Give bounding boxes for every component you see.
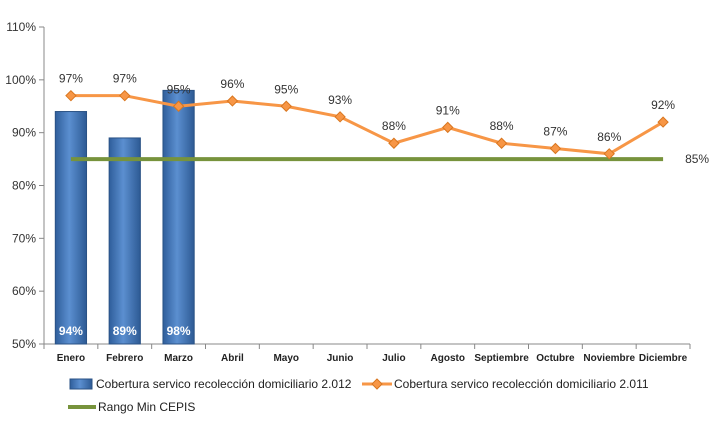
bar bbox=[54, 111, 88, 345]
legend-label-2012: Cobertura servico recolección domiciliar… bbox=[96, 377, 352, 391]
bar-data-label: 94% bbox=[59, 324, 83, 338]
line-data-label: 96% bbox=[220, 77, 244, 91]
line-point bbox=[226, 95, 239, 107]
line-point bbox=[65, 89, 77, 102]
line-point bbox=[388, 137, 400, 149]
line-point bbox=[280, 100, 292, 112]
line-point bbox=[172, 100, 185, 112]
line-data-label: 91% bbox=[436, 103, 460, 117]
line-data-label: 97% bbox=[59, 72, 83, 86]
legend-marker-2011 bbox=[371, 378, 383, 390]
bar bbox=[108, 137, 141, 345]
x-tick-label: Diciembre bbox=[639, 353, 688, 364]
line-data-label: 87% bbox=[543, 125, 567, 139]
axes: 50% 60% 70% 80% 90% 100% 110% Enero Febrero Marzo… bbox=[5, 20, 691, 364]
x-tick-label: Junio bbox=[327, 353, 354, 364]
x-tick-label: Julio bbox=[382, 353, 405, 364]
data-labels: 94% 89% 98% 85% 97% 97% 95% 96% 95% 93% 88% 91% 88% 8… bbox=[59, 72, 710, 338]
line-data-label: 88% bbox=[382, 119, 406, 133]
x-tick-label: Agosto bbox=[431, 353, 465, 364]
y-tick-label: 90% bbox=[12, 126, 36, 140]
series-line-2011 bbox=[70, 94, 664, 156]
line-point bbox=[334, 111, 346, 123]
line-data-label: 92% bbox=[651, 98, 675, 112]
legend-swatch-2012 bbox=[69, 378, 93, 390]
line-point bbox=[442, 121, 454, 134]
line-data-label: 88% bbox=[490, 119, 514, 133]
legend: Cobertura servico recolección domiciliar… bbox=[68, 377, 649, 414]
y-tick-label: 60% bbox=[12, 284, 36, 298]
y-tick-label: 50% bbox=[12, 337, 36, 351]
line-data-label: 95% bbox=[167, 82, 191, 96]
bar-data-label: 89% bbox=[113, 324, 137, 338]
x-tick-label: Abril bbox=[221, 353, 244, 364]
line-data-label: 93% bbox=[328, 93, 352, 107]
line-point bbox=[603, 148, 615, 160]
legend-label-cepis: Rango Min CEPIS bbox=[98, 400, 195, 414]
x-tick-label: Noviembre bbox=[583, 353, 635, 364]
x-tick-label: Febrero bbox=[106, 353, 143, 364]
line-point bbox=[657, 116, 669, 128]
bar-series bbox=[54, 89, 195, 345]
line-point bbox=[549, 142, 562, 155]
line-point bbox=[119, 89, 131, 102]
line-data-label: 97% bbox=[113, 72, 137, 86]
y-tick-label: 80% bbox=[12, 179, 36, 193]
x-tick-label: Septiembre bbox=[474, 353, 529, 364]
y-tick-label: 110% bbox=[6, 20, 36, 34]
line-point bbox=[495, 137, 508, 149]
bar bbox=[162, 89, 195, 345]
x-tick-label: Mayo bbox=[273, 353, 299, 364]
bar-data-label: 98% bbox=[167, 324, 191, 338]
line-data-label: 95% bbox=[274, 82, 298, 96]
cepis-data-label: 85% bbox=[685, 152, 709, 166]
x-tick-label: Octubre bbox=[536, 353, 575, 364]
x-tick-label: Marzo bbox=[164, 353, 193, 364]
y-tick-label: 70% bbox=[12, 231, 36, 245]
line-series bbox=[65, 89, 669, 162]
y-tick-label: 100% bbox=[5, 73, 36, 87]
line-data-label: 86% bbox=[597, 130, 621, 144]
legend-label-2011: Cobertura servico recolección domiciliar… bbox=[394, 377, 649, 391]
x-tick-label: Enero bbox=[57, 353, 85, 364]
